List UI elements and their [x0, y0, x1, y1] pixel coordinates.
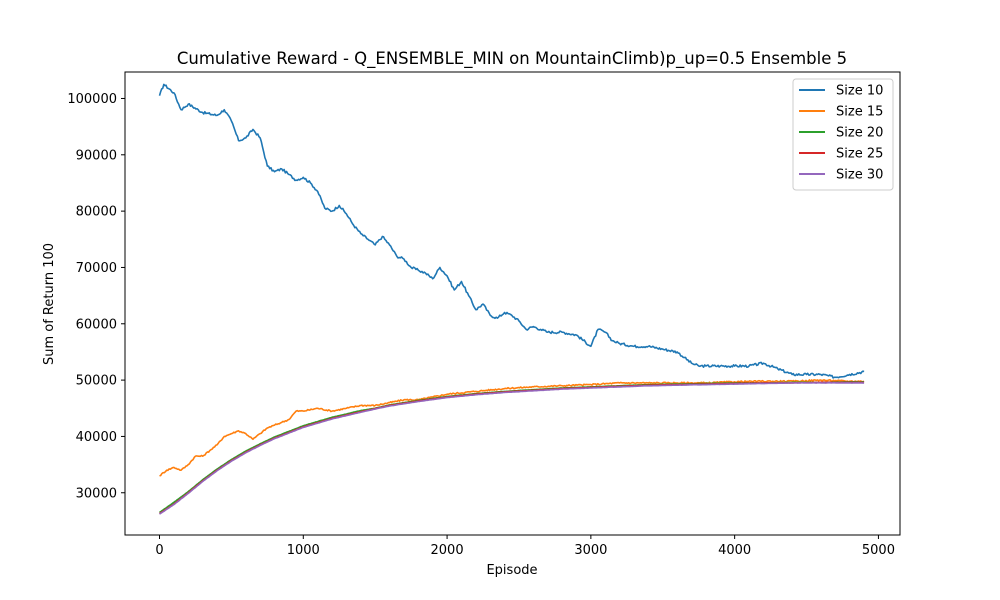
- y-tick-label: 60000: [76, 317, 117, 332]
- legend-label: Size 10: [836, 84, 883, 99]
- legend-label: Size 30: [836, 168, 883, 183]
- y-tick-label: 40000: [76, 430, 117, 445]
- x-tick-label: 1000: [287, 543, 320, 558]
- legend-label: Size 25: [836, 147, 883, 162]
- x-tick-label: 2000: [431, 543, 464, 558]
- series-line-size-15: [159, 379, 865, 477]
- plot-series: [158, 83, 865, 515]
- y-tick-label: 30000: [76, 486, 117, 501]
- x-axis-label: Episode: [486, 563, 537, 578]
- legend-box: [792, 78, 894, 191]
- y-axis-label: Sum of Return 100: [42, 243, 57, 365]
- y-axis: 30000 40000 50000 60000 70000 80000 90000 10000…: [67, 92, 125, 501]
- series-line-size-20: [159, 380, 865, 514]
- x-tick-label: 5000: [862, 543, 895, 558]
- y-tick-label: 70000: [76, 261, 117, 276]
- x-tick-label: 4000: [718, 543, 751, 558]
- plot-frame: [124, 71, 901, 536]
- series-line-size-10: [158, 83, 865, 379]
- chart-title: Cumulative Reward - Q_ENSEMBLE_MIN on Mo…: [177, 49, 847, 69]
- y-tick-label: 50000: [76, 374, 117, 389]
- y-tick-label: 90000: [76, 148, 117, 163]
- x-tick-label: 3000: [574, 543, 607, 558]
- x-tick-label: 0: [155, 543, 163, 558]
- x-axis: 0 1000 2000 3000 4000 5000: [155, 535, 895, 558]
- y-tick-label: 80000: [76, 205, 117, 220]
- legend-label: Size 15: [836, 105, 883, 120]
- series-line-size-30: [159, 382, 865, 515]
- legend: Size 10 Size 15 Size 20 Size 25 Size 30: [792, 78, 894, 191]
- y-tick-label: 100000: [67, 92, 117, 107]
- legend-label: Size 20: [836, 126, 883, 141]
- series-line-size-25: [159, 381, 865, 515]
